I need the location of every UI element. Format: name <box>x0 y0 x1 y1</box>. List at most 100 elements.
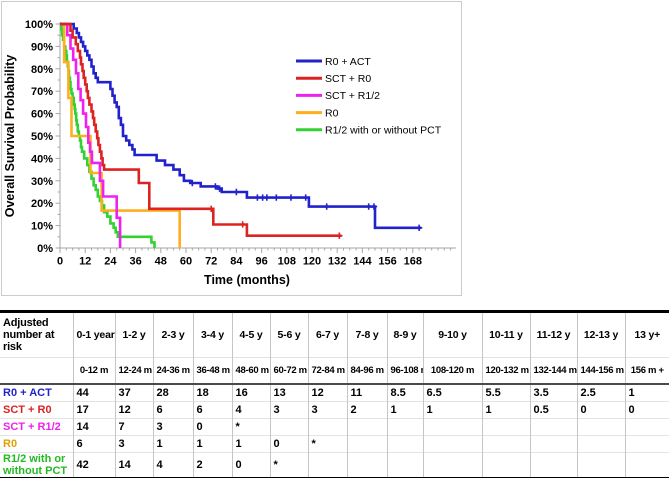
risk-count-cell: 1 <box>152 435 194 453</box>
year-header-cell: 11-12 y <box>529 311 578 358</box>
censor-mark <box>323 203 330 210</box>
y-tick-label: 60% <box>31 109 53 121</box>
table-row: R0 + ACT 44 37 28 18 16 13 12 11 8.5 6.5 5.5 3.5 2.5 1 <box>0 383 669 402</box>
risk-count-cell <box>481 418 531 436</box>
y-axis-title: Overall Survival Probability <box>3 55 17 218</box>
x-tick-label: 12 <box>79 256 91 268</box>
survival-chart: 0% 10% 20% 30% 40% 50% 60% 70% 80% 90% 100% 0 12 24 36… <box>0 0 463 297</box>
year-header-cell: 6-7 y <box>307 311 348 358</box>
risk-count-cell <box>576 435 626 453</box>
risk-count-cell <box>624 435 669 453</box>
risk-count-cell: 4 <box>231 401 271 419</box>
legend-label: SCT + R1/2 <box>325 90 380 102</box>
risk-count-cell: 0 <box>576 401 626 419</box>
risk-count-cell <box>307 418 348 436</box>
risk-count-cell: 37 <box>114 383 154 402</box>
risk-count-cell <box>386 418 424 436</box>
x-tick-label: 48 <box>155 256 167 268</box>
risk-count-cell: 3 <box>114 435 154 453</box>
month-header-cell: 84-96 m <box>346 357 388 385</box>
risk-count-cell <box>346 435 388 453</box>
risk-count-cell <box>481 435 531 453</box>
x-tick-label: 144 <box>353 256 372 268</box>
risk-count-cell: 18 <box>192 383 233 402</box>
y-tick-label: 70% <box>31 86 53 98</box>
risk-count-cell: 1 <box>422 401 483 419</box>
censor-mark <box>212 183 219 190</box>
risk-count-cell: 4 <box>152 452 194 478</box>
km-series-line <box>60 22 122 248</box>
month-header-cell: 48-60 m <box>231 357 271 385</box>
year-header-cell: 0-1 year <box>72 311 116 358</box>
risk-count-cell <box>624 418 669 436</box>
risk-count-cell <box>386 435 424 453</box>
table-row: SCT + R0 17 12 6 6 4 3 3 2 1 1 1 0.5 0 0 <box>0 401 669 419</box>
x-tick-label: 168 <box>404 256 422 268</box>
risk-count-cell: 12 <box>307 383 348 402</box>
risk-count-cell: 13 <box>269 383 309 402</box>
year-header-cell: 4-5 y <box>231 311 271 358</box>
risk-count-cell <box>346 418 388 436</box>
risk-count-cell: 12 <box>114 401 154 419</box>
year-header-cell: 8-9 y <box>386 311 424 358</box>
risk-count-cell: 3 <box>152 418 194 436</box>
x-tick-label: 120 <box>303 256 321 268</box>
risk-table-title: Adjusted number at risk <box>0 311 74 358</box>
series-label-cell: SCT + R0 <box>0 401 74 419</box>
risk-count-cell: 16 <box>231 383 271 402</box>
series-label-cell: R0 + ACT <box>0 383 74 402</box>
x-tick-label: 84 <box>230 256 243 268</box>
y-tick-label: 40% <box>31 153 53 165</box>
adjusted-number-at-risk-table: Adjusted number at risk 0-1 year 1-2 y 2-3 y… <box>0 310 669 478</box>
month-header-cell: 60-72 m <box>269 357 309 385</box>
x-tick-label: 60 <box>180 256 192 268</box>
series-label-cell: R0 <box>0 435 74 453</box>
risk-count-cell: 6 <box>192 401 233 419</box>
risk-count-cell: 1 <box>231 435 271 453</box>
risk-count-cell <box>386 452 424 478</box>
risk-count-cell: * <box>231 418 271 436</box>
x-tick-label: 36 <box>129 256 141 268</box>
risk-count-cell <box>346 452 388 478</box>
x-axis-title: Time (months) <box>204 273 290 287</box>
x-tick-label: 108 <box>278 256 296 268</box>
risk-count-cell: 2 <box>346 401 388 419</box>
month-header-cell: 156 m + <box>624 357 669 385</box>
risk-count-cell: 1 <box>192 435 233 453</box>
month-header-cell: 0-12 m <box>72 357 116 385</box>
risk-count-cell: * <box>307 435 348 453</box>
risk-count-cell: 5.5 <box>481 383 531 402</box>
risk-count-cell: 0 <box>269 435 309 453</box>
legend-label: R0 + ACT <box>325 56 371 68</box>
x-tick-label: 72 <box>205 256 217 268</box>
risk-count-cell: 0 <box>624 401 669 419</box>
km-series-line <box>60 22 156 248</box>
y-tick-label: 100% <box>25 19 53 31</box>
risk-count-cell <box>269 418 309 436</box>
series-label-cell: R1/2 with or without PCT <box>0 452 74 478</box>
risk-count-cell: 1 <box>624 383 669 402</box>
legend-label: R0 <box>325 107 339 119</box>
month-header-cell: 12-24 m <box>114 357 154 385</box>
x-tick-label: 0 <box>57 256 63 268</box>
censor-mark <box>287 194 295 201</box>
risk-count-cell: 7 <box>114 418 154 436</box>
month-header-cell: 144-156 m <box>576 357 626 385</box>
risk-count-cell: 28 <box>152 383 194 402</box>
censor-mark <box>370 203 378 210</box>
censor-mark <box>239 221 246 228</box>
y-tick-label: 10% <box>31 221 53 233</box>
risk-count-cell <box>576 452 626 478</box>
risk-count-cell: * <box>269 452 309 478</box>
month-header-cell: 96-108 m <box>386 357 424 385</box>
censor-mark <box>273 194 280 201</box>
month-header-cell: 24-36 m <box>152 357 194 385</box>
risk-count-cell: 1 <box>386 401 424 419</box>
year-header-cell: 7-8 y <box>346 311 388 358</box>
risk-count-cell: 6 <box>72 435 116 453</box>
year-header-cell: 1-2 y <box>114 311 154 358</box>
risk-count-cell: 6 <box>152 401 194 419</box>
risk-count-cell: 14 <box>114 452 154 478</box>
year-header-cell: 5-6 y <box>269 311 309 358</box>
